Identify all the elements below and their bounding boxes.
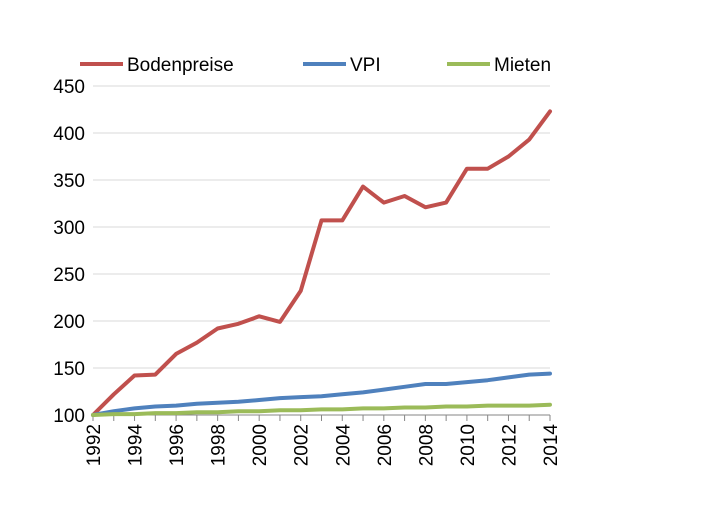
series-line-bodenpreise [91, 109, 552, 417]
y-tick-label-450: 450 [53, 77, 85, 98]
y-axis-tick-labels: 100 150 200 250 300 350 400 450 [53, 77, 85, 427]
x-tick-label-2012: 2012 [499, 424, 520, 466]
x-tick-label-2008: 2008 [416, 424, 437, 466]
axes [92, 414, 551, 421]
x-tick-label-2000: 2000 [250, 424, 271, 466]
y-tick-label-100: 100 [53, 406, 85, 427]
x-tick-label-1996: 1996 [167, 424, 188, 466]
series-lines [91, 109, 552, 417]
x-tick-label-1998: 1998 [209, 424, 230, 466]
x-tick-label-1992: 1992 [84, 424, 105, 466]
x-tick-label-2004: 2004 [333, 424, 354, 467]
y-tick-label-400: 400 [53, 124, 85, 145]
legend: Bodenpreise VPI Mieten [80, 55, 551, 76]
x-axis-tick-labels: 1992 1994 1996 1998 2000 2002 2004 2006 2008 2010… [84, 424, 562, 467]
y-tick-label-350: 350 [53, 171, 85, 192]
y-tick-label-250: 250 [53, 265, 85, 286]
y-tick-label-150: 150 [53, 359, 85, 380]
legend-label-bodenpreise: Bodenpreise [127, 55, 234, 76]
x-tick-label-2010: 2010 [458, 424, 479, 466]
y-tick-label-200: 200 [53, 312, 85, 333]
x-tick-label-2006: 2006 [375, 424, 396, 466]
series-line-mieten [91, 402, 552, 417]
legend-label-mieten: Mieten [494, 55, 551, 76]
y-tick-label-300: 300 [53, 218, 85, 239]
x-tick-label-1994: 1994 [126, 424, 147, 467]
legend-label-vpi: VPI [350, 55, 381, 76]
series-line-vpi [91, 371, 552, 417]
x-tick-label-2002: 2002 [292, 424, 313, 466]
grid-lines [93, 85, 550, 369]
x-tick-label-2014: 2014 [541, 424, 562, 467]
